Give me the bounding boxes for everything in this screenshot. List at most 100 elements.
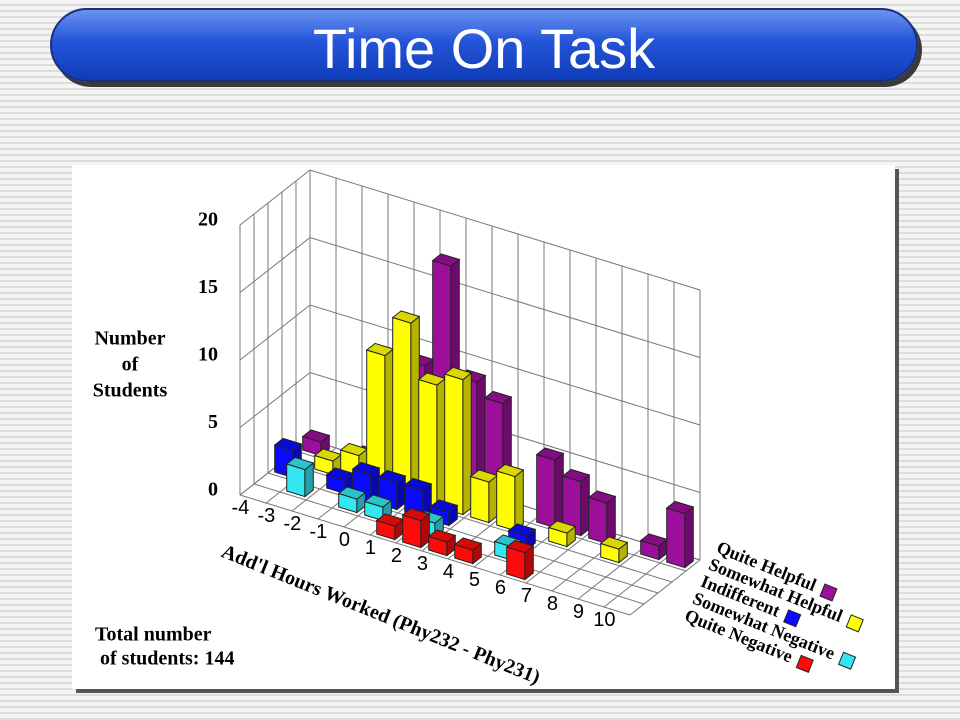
- bar-top: [561, 468, 591, 483]
- x-tick-label: 1: [365, 537, 376, 559]
- bar: [391, 310, 421, 500]
- bar: [427, 529, 457, 557]
- title-bar: Time On Task: [50, 8, 918, 82]
- y-axis-title: Number: [94, 328, 165, 350]
- note: of students: 144: [100, 648, 234, 670]
- floor-line: [239, 494, 631, 616]
- bar-top: [377, 469, 407, 484]
- bar-side: [436, 377, 446, 508]
- y-tick-label: 20: [198, 209, 218, 231]
- bar: [469, 469, 499, 524]
- x-tick-label: 2: [391, 545, 402, 567]
- bar-top: [363, 494, 393, 508]
- grid-line: [239, 371, 701, 493]
- bar-side: [606, 495, 616, 545]
- bar-side: [580, 473, 590, 537]
- bar: [495, 463, 525, 532]
- y-tick-label: 5: [208, 411, 218, 433]
- bar: [337, 486, 367, 514]
- bar-top: [401, 507, 431, 522]
- bar-front: [470, 475, 490, 524]
- bar: [453, 537, 483, 565]
- bar: [285, 456, 315, 498]
- slide-title: Time On Task: [312, 17, 656, 80]
- bar-top: [429, 499, 459, 513]
- y-axis-title: Students: [93, 380, 168, 402]
- y-tick-label: 15: [198, 276, 218, 298]
- legend-swatch: [819, 583, 838, 602]
- bar-front: [588, 496, 608, 545]
- floor-line: [629, 559, 701, 616]
- legend-swatch: [837, 651, 857, 670]
- bar-side: [514, 468, 524, 532]
- legend-swatch: [795, 654, 814, 673]
- bar-top: [443, 366, 473, 381]
- bar-top: [599, 536, 629, 550]
- bar: [547, 520, 577, 548]
- x-tick-label: -2: [284, 513, 302, 535]
- bar-front: [536, 453, 556, 529]
- bar: [639, 533, 669, 561]
- bar-top: [427, 529, 457, 543]
- bar-top: [507, 523, 537, 537]
- bar-top: [285, 456, 315, 471]
- bar: [375, 513, 405, 541]
- bar: [587, 490, 617, 545]
- x-tick-label: -3: [258, 505, 276, 527]
- bar-side: [488, 474, 498, 524]
- bar-top: [665, 500, 695, 515]
- y-tick-label: 0: [208, 479, 218, 501]
- x-axis-title: Add'l Hours Worked (Phy232 - Phy231): [218, 540, 543, 688]
- bar-side: [684, 505, 694, 569]
- bar: [599, 536, 629, 564]
- bar-top: [535, 447, 565, 461]
- bar-top: [351, 461, 381, 476]
- bar: [505, 539, 535, 581]
- bar-front: [444, 373, 464, 516]
- bar-top: [483, 390, 513, 405]
- x-tick-label: -4: [232, 497, 250, 519]
- bar: [443, 366, 473, 516]
- note: Total number: [95, 624, 212, 646]
- x-tick-label: 10: [593, 609, 615, 631]
- x-tick-label: 6: [495, 577, 506, 599]
- bar-front: [392, 316, 412, 500]
- bar-top: [587, 490, 617, 504]
- bar-top: [391, 310, 421, 324]
- x-tick-label: 4: [443, 561, 454, 583]
- bar: [363, 494, 393, 522]
- bar-side: [462, 371, 472, 516]
- bar-top: [547, 520, 577, 534]
- x-tick-label: 3: [417, 553, 428, 575]
- bar-side: [384, 347, 394, 492]
- bar-top: [337, 486, 367, 500]
- x-tick-label: 5: [469, 569, 480, 591]
- grid-line: [239, 304, 701, 426]
- bar-top: [495, 463, 525, 478]
- floor-line: [603, 551, 675, 608]
- floor-line: [525, 527, 597, 584]
- bar-top: [505, 539, 535, 554]
- bar-top: [403, 477, 433, 492]
- bar-front: [666, 507, 686, 569]
- bar-top: [273, 437, 303, 452]
- bar-front: [496, 470, 516, 532]
- bar-side: [554, 452, 564, 529]
- x-tick-label: 7: [521, 585, 532, 607]
- bar: [429, 499, 459, 527]
- grid-line: [239, 169, 701, 291]
- bar: [561, 468, 591, 537]
- x-tick-label: 0: [339, 529, 350, 551]
- y-tick-label: 10: [198, 344, 218, 366]
- x-tick-label: -1: [310, 521, 328, 543]
- floor-line: [577, 543, 649, 600]
- legend-swatch: [845, 614, 864, 633]
- bar-top: [431, 253, 461, 267]
- bar: [665, 500, 695, 569]
- bar-top: [453, 537, 483, 551]
- legend-swatch: [783, 609, 802, 628]
- x-tick-label: 9: [573, 601, 584, 623]
- bar-side: [410, 315, 420, 500]
